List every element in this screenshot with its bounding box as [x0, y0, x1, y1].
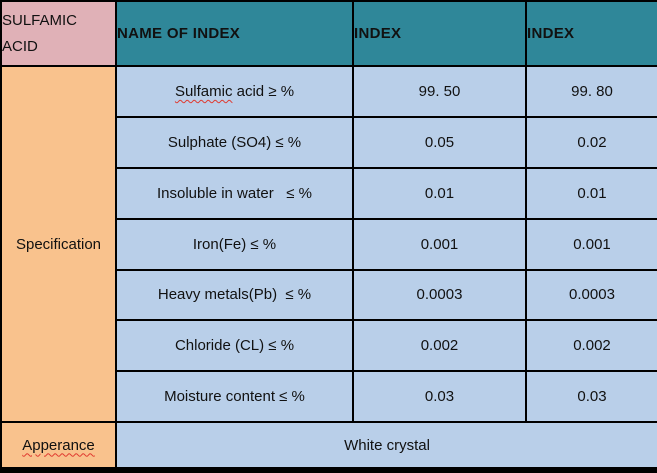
appearance-label-cell: Apperance — [0, 421, 117, 473]
index-name-moisture-content: Moisture content ≤ % — [115, 370, 354, 424]
table-row: Insoluble in water ≤ % 0.01 0.01 — [1, 166, 657, 220]
product-title-line1: SULFAMIC — [2, 11, 78, 29]
index2-value: 0.02 — [525, 115, 657, 169]
index2-value: 0.01 — [525, 166, 657, 220]
index2-value: 99. 80 — [525, 65, 657, 118]
index-name-rest: acid ≥ % — [232, 83, 295, 101]
specification-label-cell: Specification — [0, 65, 117, 424]
table-row: Specification Sulfamic acid ≥ % 99. 50 9… — [0, 65, 657, 424]
product-title-line2: ACID — [2, 37, 38, 55]
index2-value: 0.0003 — [525, 268, 657, 322]
index1-value: 99. 50 — [352, 65, 527, 118]
index1-value: 0.03 — [352, 370, 527, 424]
index1-value: 0.002 — [352, 319, 527, 373]
header-index-2: INDEX — [525, 0, 657, 68]
appearance-value-cell: White crystal — [115, 421, 657, 473]
index2-value: 0.002 — [525, 319, 657, 373]
table-row: Heavy metals(Pb) ≤ % 0.0003 0.0003 — [1, 268, 657, 322]
index-name-heavy-metals: Heavy metals(Pb) ≤ % — [115, 268, 354, 322]
misspelled-word: Apperance — [22, 436, 95, 454]
index-name-iron: Iron(Fe) ≤ % — [115, 217, 354, 271]
index2-value: 0.001 — [525, 217, 657, 271]
index1-value: 0.001 — [352, 217, 527, 271]
product-title-cell: SULFAMIC ACID — [0, 0, 117, 68]
header-index-1: INDEX — [352, 0, 527, 68]
table-row: Chloride (CL) ≤ % 0.002 0.002 — [1, 319, 657, 373]
table-row: Moisture content ≤ % 0.03 0.03 — [1, 370, 657, 424]
index-name-sulfamic-acid: Sulfamic acid ≥ % — [115, 65, 354, 118]
index-name-insoluble-in-water: Insoluble in water ≤ % — [115, 166, 354, 220]
index-name-chloride: Chloride (CL) ≤ % — [115, 319, 354, 373]
header-row: SULFAMIC ACID NAME OF INDEX INDEX INDEX — [0, 0, 657, 68]
header-name-of-index: NAME OF INDEX — [115, 0, 354, 68]
appearance-row: Apperance White crystal — [0, 421, 657, 473]
misspelled-word: Sulfamic — [174, 83, 233, 101]
index1-value: 0.05 — [352, 115, 527, 169]
table-row: Sulphate (SO4) ≤ % 0.05 0.02 — [1, 115, 657, 169]
index-name-sulphate: Sulphate (SO4) ≤ % — [115, 115, 354, 169]
table-row: Iron(Fe) ≤ % 0.001 0.001 — [1, 217, 657, 271]
index1-value: 0.0003 — [352, 268, 527, 322]
index1-value: 0.01 — [352, 166, 527, 220]
index2-value: 0.03 — [525, 370, 657, 424]
